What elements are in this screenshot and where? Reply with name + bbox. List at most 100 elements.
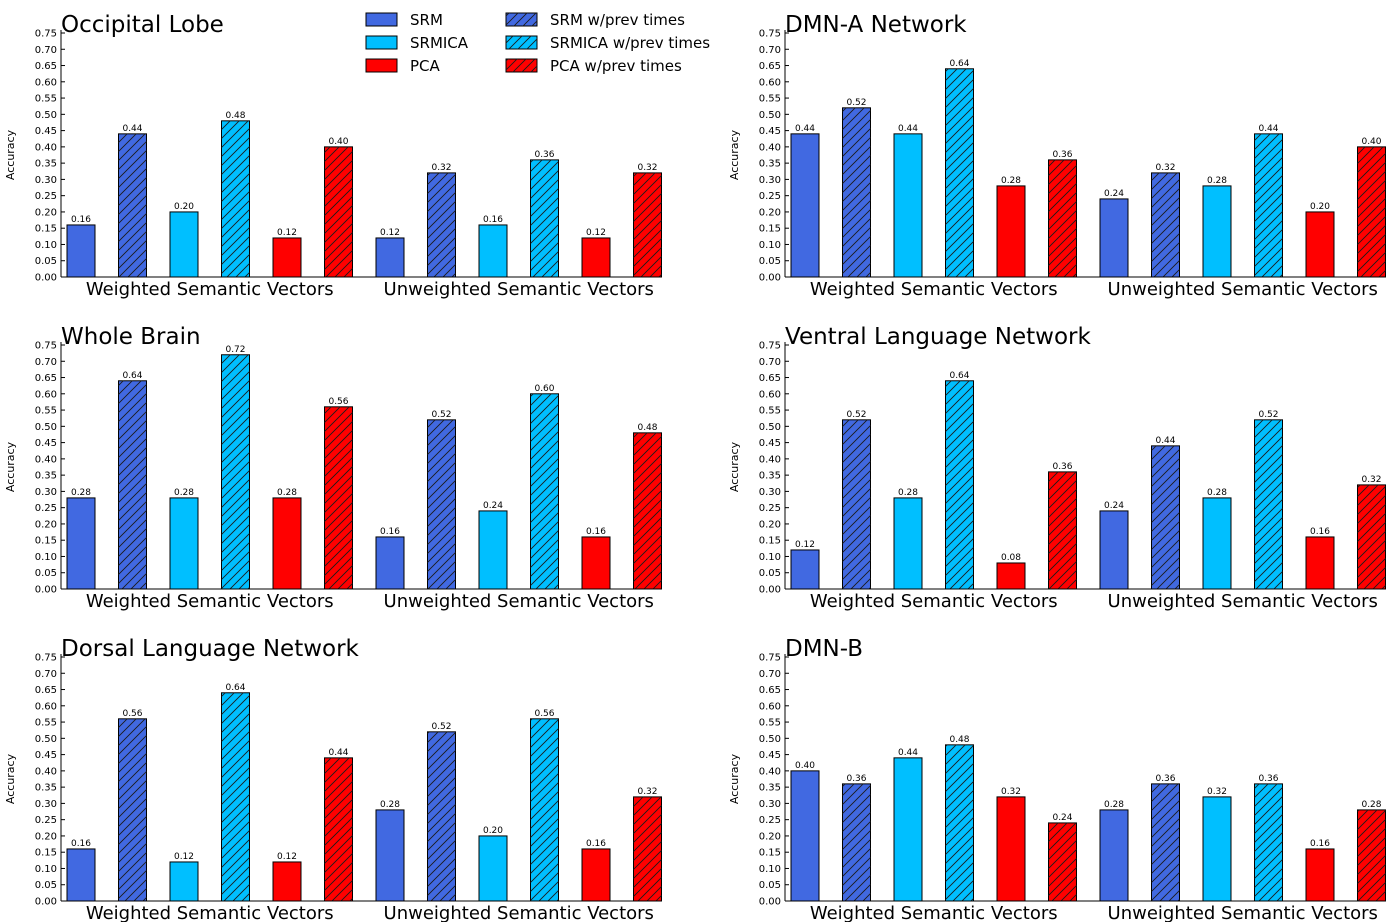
y-axis-label: Accuracy: [4, 753, 17, 804]
x-group-label: Weighted Semantic Vectors: [810, 279, 1058, 300]
y-tick-label: 0.25: [759, 503, 781, 514]
data-label: 0.20: [483, 826, 503, 836]
data-label: 0.52: [431, 410, 451, 420]
data-label: 0.16: [380, 527, 400, 537]
chart-title: Ventral Language Network: [785, 324, 1091, 350]
y-tick-label: 0.75: [35, 341, 57, 352]
bar: [272, 497, 302, 590]
data-label: 0.16: [1310, 527, 1330, 537]
data-label: 0.12: [277, 852, 297, 862]
bar: [1202, 497, 1232, 590]
y-tick-label: 0.45: [759, 126, 781, 137]
y-tick-label: 0.25: [35, 191, 57, 202]
data-label: 0.56: [122, 709, 142, 719]
y-tick-label: 0.20: [35, 519, 57, 530]
y-tick-label: 0.45: [759, 438, 781, 449]
y-tick-label: 0.15: [759, 224, 781, 235]
data-label: 0.16: [1310, 839, 1330, 849]
data-label: 0.64: [225, 683, 245, 693]
bar: [375, 237, 405, 278]
y-tick-label: 0.35: [759, 783, 781, 794]
y-tick-label: 0.70: [759, 45, 781, 56]
y-tick-label: 0.30: [759, 175, 781, 186]
y-tick-label: 0.00: [35, 273, 57, 284]
bar-hatch: [1048, 822, 1077, 901]
x-group-label: Unweighted Semantic Vectors: [1108, 279, 1378, 300]
bar-hatch: [1357, 146, 1386, 277]
bar: [272, 861, 302, 902]
data-label: 0.44: [795, 124, 815, 134]
legend-label: SRMICA: [410, 34, 469, 52]
y-tick-label: 0.50: [35, 422, 57, 433]
y-tick-label: 0.75: [35, 29, 57, 40]
legend-swatch: [365, 58, 398, 73]
data-label: 0.32: [1155, 163, 1175, 173]
bar: [1099, 809, 1129, 902]
y-tick-label: 0.70: [759, 669, 781, 680]
chart-title: Dorsal Language Network: [61, 636, 360, 662]
y-tick-label: 0.55: [759, 406, 781, 417]
y-tick-label: 0.55: [759, 94, 781, 105]
bar: [272, 237, 302, 278]
data-label: 0.36: [1258, 774, 1278, 784]
bar: [1305, 211, 1335, 278]
y-tick-label: 0.55: [35, 94, 57, 105]
data-label: 0.28: [1104, 800, 1124, 810]
y-tick-label: 0.15: [759, 848, 781, 859]
data-label: 0.48: [637, 423, 657, 433]
y-tick-label: 0.45: [35, 126, 57, 137]
legend-label: SRM: [410, 11, 443, 29]
bar-hatch: [118, 133, 147, 277]
y-axis-label: Accuracy: [728, 129, 741, 180]
y-tick-label: 0.75: [759, 341, 781, 352]
y-tick-label: 0.30: [35, 175, 57, 186]
bar: [1305, 536, 1335, 590]
bar: [66, 848, 96, 902]
y-tick-label: 0.25: [35, 503, 57, 514]
chart-panel: Dorsal Language Network Accuracy 0.00 0.05 0…: [4, 636, 662, 922]
y-tick-label: 0.40: [35, 454, 57, 465]
data-label: 0.12: [586, 228, 606, 238]
bar: [478, 835, 508, 902]
y-tick-label: 0.05: [759, 880, 781, 891]
bar: [169, 497, 199, 590]
chart-title: Whole Brain: [61, 324, 201, 350]
data-label: 0.64: [949, 371, 969, 381]
legend-entry: SRMICA: [365, 34, 469, 52]
chart-panel: DMN-A Network Accuracy 0.00 0.05 0.10 0.15 0.2…: [728, 12, 1386, 300]
chart-title: DMN-B: [785, 636, 863, 662]
bar: [893, 757, 923, 902]
y-tick-label: 0.70: [35, 669, 57, 680]
x-group-label: Unweighted Semantic Vectors: [1108, 903, 1378, 922]
y-tick-label: 0.75: [35, 653, 57, 664]
bar-hatch: [1357, 809, 1386, 901]
bar-hatch: [633, 172, 662, 277]
bar-hatch: [1151, 445, 1180, 589]
y-tick-label: 0.55: [759, 718, 781, 729]
bar-hatch: [945, 68, 974, 277]
bar: [169, 861, 199, 902]
legend-entry: SRM: [365, 11, 443, 29]
y-tick-label: 0.65: [759, 61, 781, 72]
data-label: 0.44: [898, 748, 918, 758]
y-tick-label: 0.20: [759, 207, 781, 218]
data-label: 0.16: [586, 839, 606, 849]
bar-hatch: [530, 393, 559, 589]
data-label: 0.28: [380, 800, 400, 810]
data-label: 0.28: [277, 488, 297, 498]
bar: [1099, 198, 1129, 278]
legend: SRM SRMICA PCA SRM w/prev times SRMICA w/pre…: [365, 11, 710, 75]
legend-entry: SRM w/prev times: [505, 11, 685, 29]
bar-hatch: [842, 783, 871, 901]
bar-hatch: [945, 380, 974, 589]
data-label: 0.32: [1207, 787, 1227, 797]
bar-hatch: [118, 718, 147, 901]
legend-entry: SRMICA w/prev times: [505, 34, 710, 52]
legend-entry: PCA w/prev times: [505, 57, 682, 75]
y-tick-label: 0.70: [35, 357, 57, 368]
bar-hatch: [324, 146, 353, 277]
y-tick-label: 0.60: [35, 701, 57, 712]
data-label: 0.16: [71, 215, 91, 225]
data-label: 0.52: [846, 410, 866, 420]
